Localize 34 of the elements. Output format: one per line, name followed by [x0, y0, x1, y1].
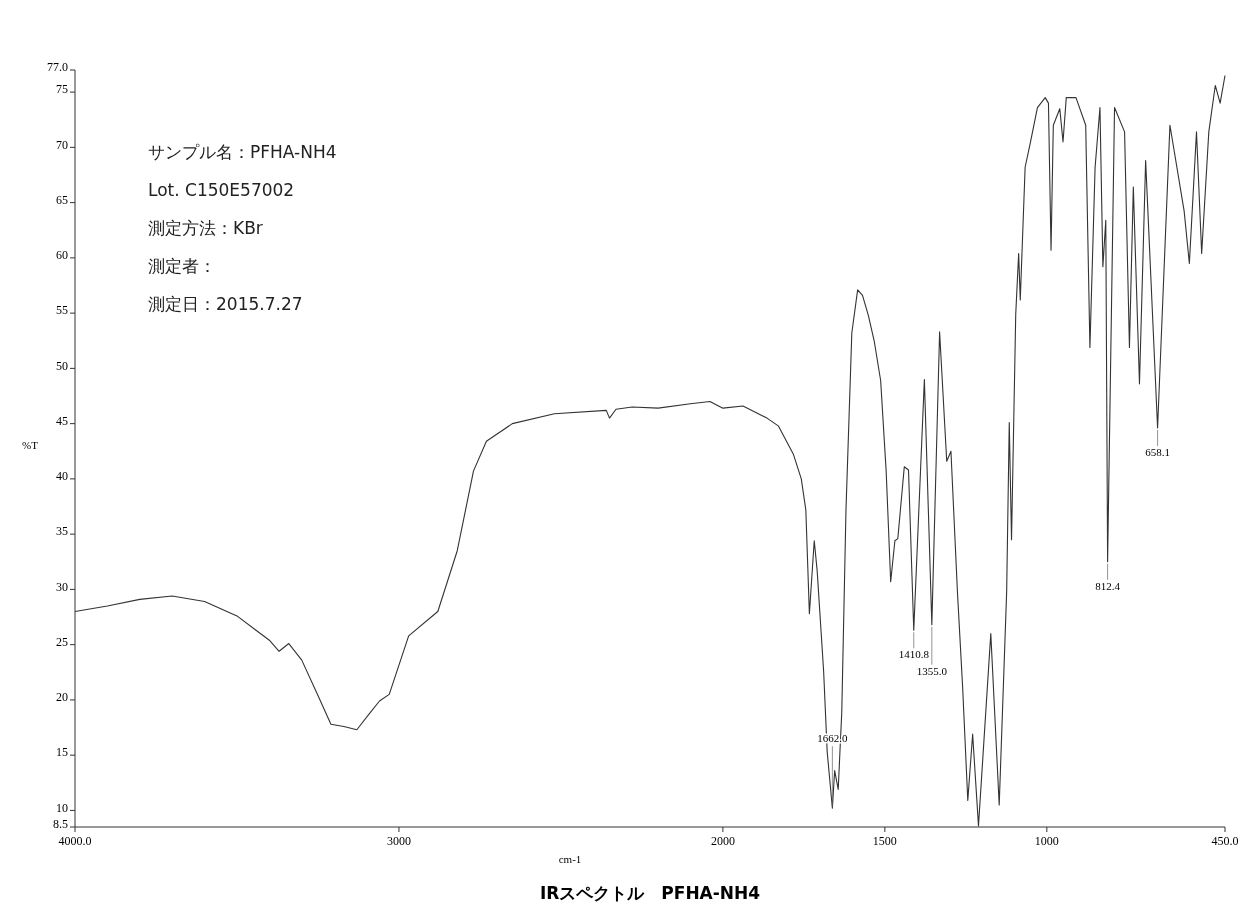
x-tick-label: 450.0 [1211, 834, 1239, 848]
x-tick-label: 4000.0 [58, 834, 92, 848]
x-tick-label: 2000 [710, 834, 735, 848]
y-tick-label: 15 [56, 745, 68, 760]
y-tick-label: 50 [56, 358, 68, 373]
y-axis-title: %T [22, 438, 39, 451]
y-tick-label: 30 [56, 579, 68, 594]
y-tick-label: 70 [56, 137, 68, 152]
y-tick-label: 20 [56, 690, 68, 705]
text: IRスペクトル PFHA-NH4 [539, 883, 761, 903]
annotation: 測定者： [148, 256, 216, 276]
annotation: 測定日：2015.7.27 [148, 294, 303, 314]
y-tick-label: 77.0 [47, 60, 68, 75]
x-tick-label: 1500 [872, 834, 897, 848]
annotation: サンプル名：PFHA-NH4 [148, 142, 337, 162]
annotation: 1355.0 [916, 664, 948, 677]
y-tick-label: 65 [56, 192, 68, 207]
annotation: 812.4 [1095, 579, 1121, 592]
y-tick-label: 40 [56, 469, 68, 484]
y-tick-label: 45 [56, 413, 68, 428]
y-tick-label: 10 [56, 800, 68, 815]
x-axis-title: cm-1 [558, 853, 582, 865]
y-tick-label: 8.5 [53, 817, 68, 832]
x-tick-label: 1000 [1034, 834, 1059, 848]
annotation: 測定方法：KBr [148, 218, 263, 238]
y-tick-label: 75 [56, 82, 68, 97]
y-tick-label: 60 [56, 248, 68, 263]
y-tick-label: 25 [56, 634, 68, 649]
annotation: 658.1 [1145, 446, 1170, 459]
y-tick-label: 35 [56, 524, 68, 539]
annotation: 1410.8 [898, 648, 930, 661]
x-tick-label: 3000 [386, 834, 411, 848]
y-tick-label: 55 [56, 303, 68, 318]
annotation: Lot. C150E57002 [148, 180, 295, 200]
